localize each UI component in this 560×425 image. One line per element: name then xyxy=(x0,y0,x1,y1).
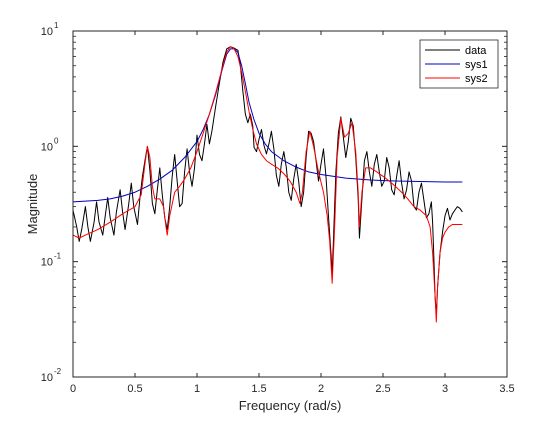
y-tick-label: 10 xyxy=(41,141,53,153)
series-layer xyxy=(72,46,463,323)
axes-box xyxy=(72,30,508,378)
x-axis-label: Frequency (rad/s) xyxy=(239,398,342,413)
legend-entries: data sys1 sys2 xyxy=(425,45,488,85)
y-tick-label-exponent: -2 xyxy=(54,367,62,376)
y-tick-label: 10 xyxy=(41,372,53,384)
y-tick-label-exponent: 0 xyxy=(54,136,59,145)
series-line-sys2 xyxy=(72,46,463,323)
x-tick-label: 0 xyxy=(70,383,76,395)
legend-label-sys2: sys2 xyxy=(465,73,488,85)
x-tick-label: 1.5 xyxy=(251,383,266,395)
legend-label-data: data xyxy=(465,45,487,57)
y-axis-label: Magnitude xyxy=(25,174,40,235)
x-tick-label: 2.5 xyxy=(375,383,390,395)
x-tick-label: 2 xyxy=(318,383,324,395)
y-tick-label: 10 xyxy=(41,257,53,269)
x-tick-label: 1 xyxy=(194,383,200,395)
x-tick-label: 3.5 xyxy=(499,383,514,395)
x-tick-label: 0.5 xyxy=(127,383,142,395)
legend: data sys1 sys2 xyxy=(419,39,499,89)
y-tick-label-exponent: 1 xyxy=(54,21,59,30)
legend-label-sys1: sys1 xyxy=(465,59,488,71)
x-tick-label: 3 xyxy=(442,383,448,395)
y-tick-label: 10 xyxy=(41,26,53,38)
plot-area xyxy=(73,31,507,377)
y-tick-label-exponent: -1 xyxy=(54,252,62,261)
series-line-sys1 xyxy=(72,48,463,203)
